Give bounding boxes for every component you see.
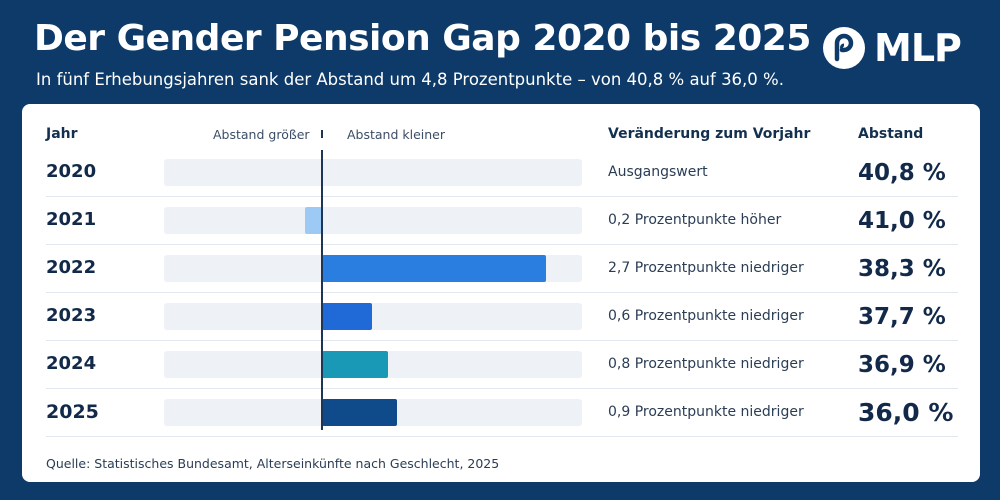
year-label: 2021 — [46, 209, 97, 230]
change-label: 0,9 Prozentpunkte niedriger — [608, 404, 804, 420]
row-divider — [46, 244, 958, 245]
gap-value: 37,7 % — [858, 304, 946, 330]
change-label: 0,6 Prozentpunkte niedriger — [608, 308, 804, 324]
mlp-logo-icon — [823, 27, 865, 69]
year-label: 2023 — [46, 305, 97, 326]
chart-row-2020: 2020 Ausgangswert 40,8 % — [22, 148, 980, 196]
chart-row-2023: 2023 0,6 Prozentpunkte niedriger 37,7 % — [22, 292, 980, 340]
gap-value: 41,0 % — [858, 208, 946, 234]
year-label: 2022 — [46, 257, 97, 278]
zero-axis-line — [321, 150, 323, 430]
mlp-logo-text: MLP — [874, 26, 962, 70]
column-header-year: Jahr — [46, 126, 78, 142]
bar-track — [164, 303, 582, 330]
page-subtitle: In fünf Erhebungsjahren sank der Abstand… — [36, 70, 784, 89]
column-header-larger: Abstand größer — [213, 127, 310, 142]
gap-value: 36,0 % — [858, 398, 954, 427]
mlp-logo: MLP — [822, 26, 972, 70]
chart-row-2025: 2025 0,9 Prozentpunkte niedriger 36,0 % — [22, 388, 980, 436]
row-divider — [46, 436, 958, 437]
gap-value: 40,8 % — [858, 160, 946, 186]
change-label: 0,2 Prozentpunkte höher — [608, 212, 782, 228]
chart-row-2024: 2024 0,8 Prozentpunkte niedriger 36,9 % — [22, 340, 980, 388]
row-divider — [46, 388, 958, 389]
change-label: 2,7 Prozentpunkte niedriger — [608, 260, 804, 276]
column-header-smaller: Abstand kleiner — [347, 127, 446, 142]
bar-track — [164, 159, 582, 186]
year-label: 2024 — [46, 353, 97, 374]
axis-tick — [321, 130, 323, 138]
year-label: 2025 — [46, 401, 99, 423]
bar-track — [164, 207, 582, 234]
source-note: Quelle: Statistisches Bundesamt, Alterse… — [46, 456, 500, 471]
bar-2025 — [322, 399, 397, 426]
column-header-value: Abstand — [858, 126, 924, 142]
change-label: 0,8 Prozentpunkte niedriger — [608, 356, 804, 372]
page-title: Der Gender Pension Gap 2020 bis 2025 — [34, 18, 811, 59]
gap-value: 36,9 % — [858, 352, 946, 378]
bar-2022 — [322, 255, 547, 282]
bar-2021 — [305, 207, 322, 234]
chart-row-2021: 2021 0,2 Prozentpunkte höher 41,0 % — [22, 196, 980, 244]
row-divider — [46, 196, 958, 197]
bar-2023 — [322, 303, 372, 330]
change-label: Ausgangswert — [608, 164, 708, 180]
row-divider — [46, 292, 958, 293]
year-label: 2020 — [46, 161, 97, 182]
row-divider — [46, 340, 958, 341]
chart-card: Jahr Abstand größer Abstand kleiner Verä… — [22, 104, 980, 482]
column-header-change: Veränderung zum Vorjahr — [608, 126, 811, 142]
bar-2024 — [322, 351, 389, 378]
chart-row-2022: 2022 2,7 Prozentpunkte niedriger 38,3 % — [22, 244, 980, 292]
gap-value: 38,3 % — [858, 256, 946, 282]
